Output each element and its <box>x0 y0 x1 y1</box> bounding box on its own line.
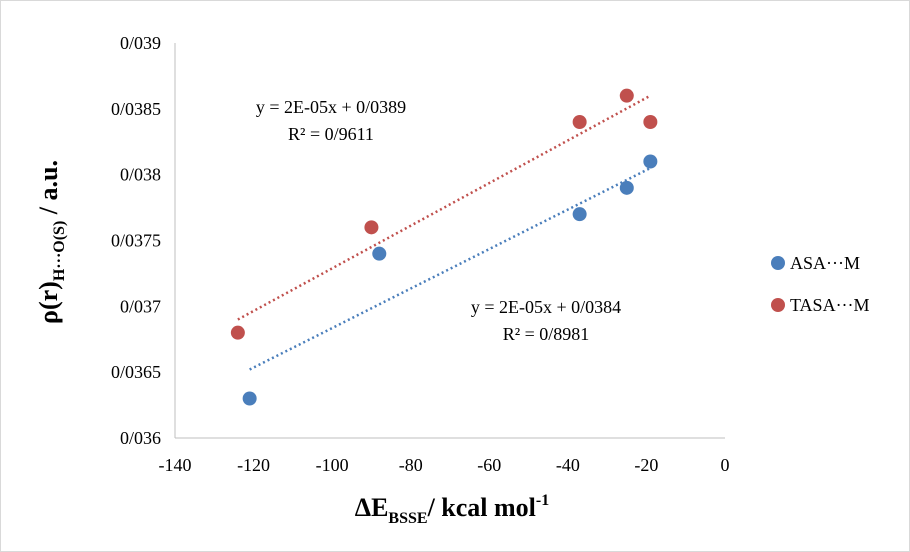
data-point-tasa <box>619 88 634 103</box>
y-tick-label: 0/0365 <box>111 362 161 382</box>
x-tick-labels: -140 -120 -100 -80 -60 -40 -20 0 <box>159 455 730 475</box>
data-point-tasa <box>230 325 245 340</box>
x-axis-title-sub: BSSE <box>388 510 427 527</box>
y-axis-title: ρ(r)H···O(S) / a.u. <box>34 160 68 324</box>
data-point-tasa <box>643 115 658 129</box>
x-tick-label: -60 <box>477 455 501 475</box>
trendline-label-tasa: y = 2E-05x + 0/0389 R² = 0/9611 <box>256 97 406 144</box>
data-point-asa <box>242 391 257 406</box>
y-tick-label: 0/038 <box>120 165 161 185</box>
trendline-r2-tasa: R² = 0/9611 <box>288 124 374 144</box>
trendline-r2-asa: R² = 0/8981 <box>503 324 590 344</box>
legend-item-asa: ASA···M <box>771 253 860 273</box>
x-tick-label: -40 <box>556 455 580 475</box>
trendline-tasa <box>237 94 651 321</box>
y-axis-title-rest: / a.u. <box>34 160 63 221</box>
data-point-tasa <box>364 220 379 235</box>
legend: ASA···M TASA···M <box>771 253 870 315</box>
x-tick-label: -140 <box>159 455 192 475</box>
trendline-label-asa: y = 2E-05x + 0/0384 R² = 0/8981 <box>471 297 621 344</box>
y-tick-label: 0/0375 <box>111 231 161 251</box>
x-axis-title-rest: / kcal mol <box>427 493 536 522</box>
x-tick-label: -100 <box>316 455 349 475</box>
y-tick-label: 0/037 <box>120 296 161 316</box>
y-axis-title-sub: H···O(S) <box>51 221 68 281</box>
x-tick-label: -80 <box>399 455 423 475</box>
trendlines <box>237 94 651 371</box>
trendline-equation-tasa: y = 2E-05x + 0/0389 <box>256 97 406 117</box>
data-points <box>230 88 658 406</box>
legend-marker-asa <box>771 256 785 270</box>
x-tick-label: 0 <box>721 455 730 475</box>
data-point-tasa <box>572 115 587 129</box>
y-tick-label: 0/039 <box>120 33 161 53</box>
y-tick-label: 0/0385 <box>111 99 161 119</box>
y-tick-labels: 0/036 0/0365 0/037 0/0375 0/038 0/0385 0/039 <box>111 33 161 448</box>
x-axis-title: ΔEBSSE/ kcal mol-1 <box>355 492 549 527</box>
y-axis-title-main: ρ(r) <box>34 281 63 324</box>
x-tick-label: -20 <box>634 455 658 475</box>
legend-label-asa: ASA···M <box>790 253 860 273</box>
legend-label-tasa: TASA···M <box>790 295 870 315</box>
data-point-asa <box>643 154 658 169</box>
legend-marker-tasa <box>771 298 785 312</box>
x-tick-label: -120 <box>237 455 270 475</box>
data-point-asa <box>619 180 634 195</box>
x-axis-title-main: ΔE <box>355 493 389 522</box>
data-point-asa <box>572 207 587 222</box>
x-axis-title-sup: -1 <box>536 492 549 509</box>
data-point-asa <box>372 246 387 261</box>
trendline-asa <box>249 166 651 371</box>
y-tick-label: 0/036 <box>120 428 161 448</box>
trendline-equation-asa: y = 2E-05x + 0/0384 <box>471 297 621 317</box>
axes <box>174 43 725 439</box>
legend-item-tasa: TASA···M <box>771 295 870 315</box>
